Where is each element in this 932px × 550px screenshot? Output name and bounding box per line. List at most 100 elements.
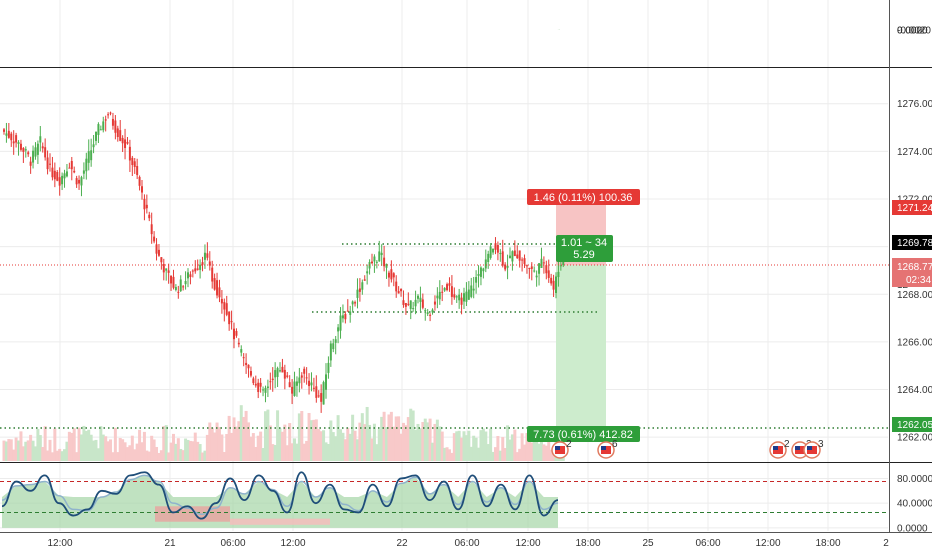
time-tick-label: 25: [642, 538, 654, 549]
time-tick-label: 06:00: [220, 538, 245, 549]
time-axis[interactable]: 12:00 21 06:00 12:00 22 06:00 12:00 18:00 25 06:0…: [47, 538, 889, 549]
candle-body: [73, 170, 76, 173]
volume-bar: [157, 452, 161, 461]
volume-bar: [109, 439, 113, 461]
us-flag-icon[interactable]: 2: [769, 439, 790, 459]
candle-body: [7, 130, 10, 138]
time-tick-label: 12:00: [515, 538, 540, 549]
volume-bar: [142, 431, 146, 461]
volume-bar: [230, 432, 234, 461]
pnl-label[interactable]: 1.01 ~ 34 5.29: [556, 235, 613, 262]
candle-body: [358, 288, 361, 292]
candle-body: [157, 249, 160, 256]
volume-bar: [452, 433, 456, 461]
volume-bar: [370, 438, 374, 461]
volume-bar: [288, 423, 292, 461]
svg-text:1271.24: 1271.24: [897, 203, 932, 214]
candle-body: [303, 368, 306, 374]
oscillator-tick-label: -0.0020: [897, 26, 931, 37]
volume-bar: [213, 432, 217, 461]
candle-body: [380, 252, 383, 256]
target-zone: [556, 265, 606, 428]
volume-bar: [118, 437, 122, 461]
candle-body: [291, 386, 294, 394]
candle-body: [155, 244, 158, 254]
target-label[interactable]: 7.73 (0.61%) 412.82: [527, 426, 640, 442]
volume-bar: [50, 452, 54, 461]
candle-body: [32, 150, 35, 163]
volume-bar: [532, 440, 536, 461]
volume-bar: [484, 431, 488, 461]
volume-bar: [409, 408, 413, 461]
svg-text:02:34: 02:34: [906, 275, 931, 286]
volume-bar: [266, 409, 270, 461]
volume-bar: [75, 452, 79, 461]
candle-body: [133, 161, 136, 167]
svg-text:5.29: 5.29: [573, 249, 594, 261]
volume-bar: [244, 410, 248, 461]
candle-body: [167, 270, 170, 273]
candle-body: [404, 303, 407, 307]
candle-body: [24, 149, 27, 151]
volume-bar: [84, 430, 88, 461]
volume-bar: [9, 439, 13, 461]
us-flag-icon[interactable]: 6: [597, 439, 618, 459]
us-flag-icon[interactable]: 2: [551, 439, 572, 459]
candle-body: [496, 245, 499, 253]
oscillator-pane[interactable]: [0, 0, 889, 67]
candle-body: [288, 382, 291, 388]
candle-body: [22, 148, 25, 152]
volume-bar: [339, 429, 343, 461]
candle-body: [487, 253, 490, 263]
volume-bar: [348, 433, 352, 461]
candle-body: [557, 271, 560, 278]
stochastic-lines: [0, 471, 888, 528]
candle-body: [29, 161, 32, 166]
candle-body: [465, 291, 468, 302]
time-tick-label: 06:00: [695, 538, 720, 549]
time-tick-label: 12:00: [755, 538, 780, 549]
volume-bar: [515, 452, 519, 461]
volume-bar: [464, 435, 468, 461]
volume-bar: [113, 427, 117, 461]
volume-bar: [314, 419, 318, 461]
stop-label[interactable]: 1.46 (0.11%) 100.36: [527, 189, 640, 205]
candle-body: [475, 277, 478, 283]
volume-bar: [87, 429, 91, 461]
candle-body: [82, 170, 85, 174]
time-tick-label: 12:00: [47, 538, 72, 549]
candle-body: [329, 343, 332, 361]
candle-body: [46, 157, 49, 170]
economic-events[interactable]: 26223: [551, 439, 824, 459]
candle-body: [75, 178, 78, 185]
candle-body: [65, 171, 68, 177]
time-tick-label: 12:00: [280, 538, 305, 549]
position-tool[interactable]: [556, 198, 606, 428]
volume-bar: [138, 429, 142, 461]
candle-body: [107, 114, 110, 116]
us-flag-icon[interactable]: 3: [803, 439, 824, 459]
candle-body: [191, 270, 194, 272]
candle-body: [315, 386, 318, 398]
candle-body: [341, 315, 344, 319]
volume-bar: [162, 426, 166, 461]
candle-body: [492, 248, 495, 253]
volume-bar: [440, 431, 444, 461]
bid-price-tag: 1268.77 02:34: [892, 258, 932, 287]
candle-body: [305, 377, 308, 379]
candle-body: [213, 278, 216, 290]
candle-body: [211, 267, 214, 282]
candle-body: [412, 308, 415, 310]
candle-body: [540, 258, 543, 268]
candle-body: [279, 370, 281, 372]
volume-bar: [273, 444, 277, 461]
volume-bar: [457, 430, 461, 461]
volume-bar: [443, 447, 447, 461]
candle-body: [264, 387, 267, 393]
candle-body: [228, 311, 231, 325]
candle-body: [361, 282, 364, 290]
volume-bar: [43, 426, 47, 461]
volume-bar: [176, 438, 180, 461]
candle-body: [499, 253, 502, 255]
